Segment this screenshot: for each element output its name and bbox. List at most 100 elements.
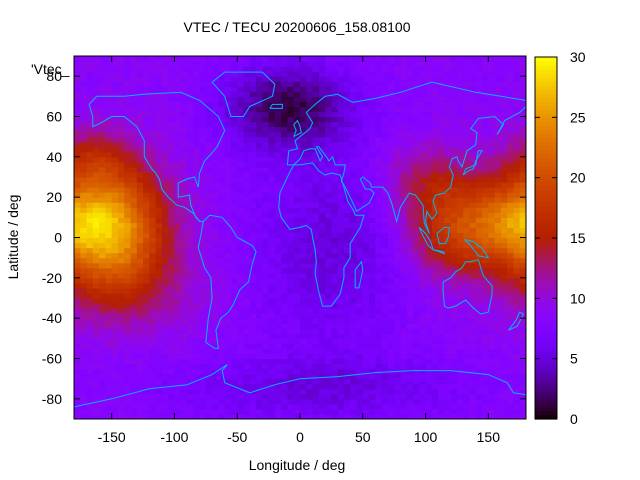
heatmap-cell (124, 141, 132, 148)
heatmap-cell (507, 388, 515, 395)
heatmap-cell (456, 101, 464, 108)
heatmap-cell (494, 222, 502, 229)
heatmap-cell (193, 171, 201, 178)
heatmap-cell (80, 56, 88, 62)
heatmap-cell (312, 86, 320, 92)
heatmap-cell (230, 192, 238, 198)
heatmap-cell (362, 86, 370, 92)
heatmap-cell (507, 282, 515, 289)
heatmap-cell (406, 197, 414, 203)
heatmap-cell (438, 56, 445, 62)
heatmap-cell (456, 217, 464, 223)
heatmap-cell (369, 192, 376, 198)
heatmap-cell (375, 282, 383, 289)
heatmap-cell (130, 81, 138, 87)
heatmap-cell (287, 313, 295, 319)
heatmap-cell (124, 378, 132, 385)
heatmap-cell (174, 348, 182, 355)
heatmap-cell (224, 373, 232, 380)
heatmap-cell (262, 413, 270, 419)
heatmap-cell (86, 131, 94, 138)
heatmap-cell (312, 207, 320, 213)
heatmap-cell (281, 257, 289, 264)
heatmap-cell (475, 237, 483, 244)
heatmap-cell (168, 101, 176, 108)
heatmap-cell (306, 156, 314, 163)
heatmap-cell (325, 378, 332, 385)
heatmap-cell (312, 287, 320, 294)
heatmap-cell (306, 66, 314, 72)
heatmap-cell (187, 328, 194, 334)
heatmap-cell (161, 333, 169, 339)
heatmap-cell (86, 393, 94, 400)
heatmap-cell (74, 126, 81, 133)
heatmap-cell (431, 116, 439, 123)
heatmap-cell (362, 156, 370, 163)
heatmap-cell (369, 287, 376, 294)
heatmap-cell (99, 96, 106, 102)
heatmap-cell (469, 358, 477, 365)
heatmap-cell (262, 292, 270, 299)
heatmap-cell (136, 292, 144, 299)
heatmap-cell (199, 267, 207, 274)
heatmap-cell (124, 212, 132, 218)
heatmap-cell (387, 353, 395, 360)
heatmap-cell (117, 131, 125, 138)
heatmap-cell (425, 66, 433, 72)
heatmap-cell (237, 171, 245, 178)
heatmap-cell (293, 121, 301, 128)
heatmap-cell (469, 116, 477, 123)
heatmap-cell (400, 328, 408, 334)
heatmap-cell (507, 318, 515, 324)
heatmap-cell (99, 358, 106, 365)
heatmap-cell (387, 166, 395, 173)
heatmap-cell (456, 202, 464, 208)
heatmap-cell (136, 141, 144, 148)
heatmap-cell (413, 262, 420, 269)
heatmap-cell (168, 358, 176, 365)
heatmap-cell (488, 277, 496, 284)
heatmap-cell (237, 227, 245, 234)
heatmap-cell (86, 413, 94, 419)
heatmap-cell (92, 378, 100, 385)
heatmap-cell (243, 151, 251, 158)
heatmap-cell (400, 333, 408, 339)
heatmap-cell (343, 182, 351, 188)
heatmap-cell (149, 333, 157, 339)
heatmap-cell (456, 136, 464, 143)
heatmap-cell (375, 187, 383, 193)
heatmap-cell (180, 116, 188, 123)
heatmap-cell (212, 237, 219, 244)
heatmap-cell (161, 101, 169, 108)
heatmap-cell (274, 287, 282, 294)
heatmap-cell (243, 146, 251, 153)
heatmap-cell (331, 378, 339, 385)
heatmap-cell (224, 71, 232, 77)
heatmap-cell (99, 252, 106, 259)
heatmap-cell (362, 76, 370, 82)
heatmap-cell (369, 146, 376, 153)
heatmap-cell (199, 303, 207, 309)
heatmap-cell (99, 303, 106, 309)
heatmap-cell (274, 131, 282, 138)
heatmap-cell (256, 166, 263, 173)
heatmap-cell (230, 398, 238, 405)
heatmap-cell (318, 383, 326, 390)
heatmap-cell (237, 298, 245, 304)
heatmap-cell (212, 227, 219, 234)
heatmap-cell (312, 227, 320, 234)
heatmap-cell (306, 318, 314, 324)
heatmap-cell (431, 182, 439, 188)
heatmap-cell (463, 217, 471, 223)
heatmap-cell (337, 252, 345, 259)
heatmap-cell (105, 177, 113, 183)
heatmap-cell (205, 282, 213, 289)
heatmap-cell (80, 287, 88, 294)
heatmap-cell (456, 277, 464, 284)
heatmap-cell (130, 262, 138, 269)
heatmap-cell (274, 262, 282, 269)
heatmap-cell (74, 212, 81, 218)
heatmap-cell (369, 298, 376, 304)
heatmap-cell (199, 197, 207, 203)
heatmap-cell (444, 61, 452, 67)
